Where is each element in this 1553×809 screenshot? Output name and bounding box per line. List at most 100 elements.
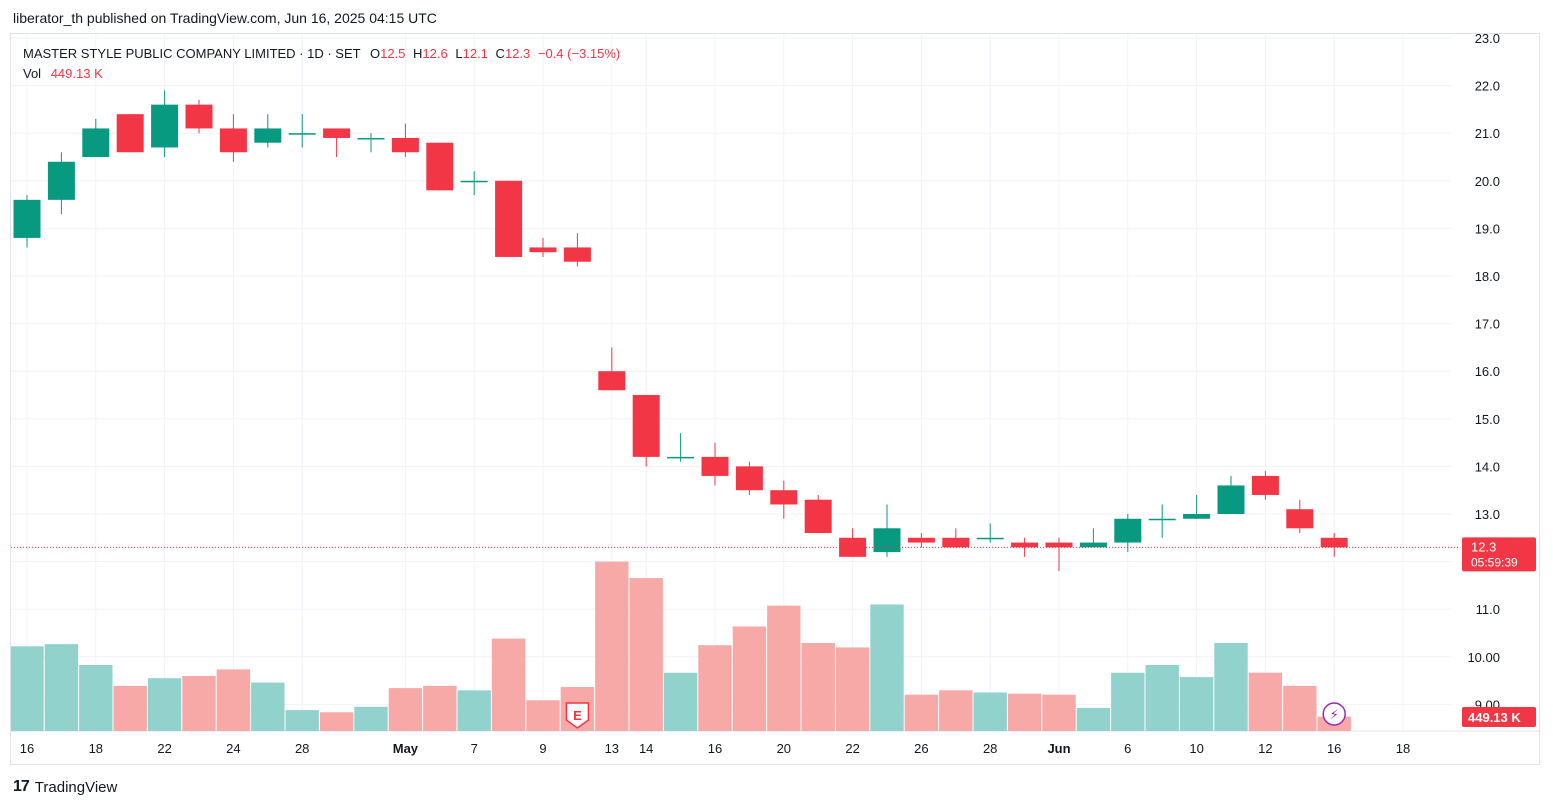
volume-bar	[354, 706, 388, 731]
published-caption: liberator_th published on TradingView.co…	[13, 10, 437, 26]
tradingview-footer[interactable]: 17 TradingView	[13, 778, 117, 796]
volume-bar	[182, 676, 216, 731]
x-tick-label: 13	[605, 741, 619, 756]
last-price-badge	[1462, 537, 1536, 572]
price-axis: 9.0010.0011.012.013.014.015.016.017.018.…	[1462, 34, 1536, 727]
candle-body	[116, 114, 144, 153]
volume-bar	[1111, 672, 1145, 731]
x-tick-label: May	[393, 741, 419, 756]
candle-body	[151, 104, 179, 148]
candle-body	[426, 142, 454, 191]
candle-body	[873, 528, 901, 553]
x-tick-label: 20	[777, 741, 791, 756]
volume-bar	[1076, 707, 1111, 731]
candle-body	[185, 104, 213, 129]
x-tick-label: 22	[157, 741, 171, 756]
legend-price-row: MASTER STYLE PUBLIC COMPANY LIMITED · 1D…	[23, 44, 620, 64]
chart-frame[interactable]: 9.0010.0011.012.013.014.015.016.017.018.…	[10, 33, 1541, 766]
dividend-marker-icon	[1322, 702, 1346, 726]
candlestick-chart[interactable]: 9.0010.0011.012.013.014.015.016.017.018.…	[11, 34, 1541, 766]
candle-body	[1286, 509, 1314, 529]
x-tick-label: 16	[20, 741, 34, 756]
earnings-marker-icon	[565, 702, 590, 729]
volume-bar	[526, 700, 560, 731]
y-tick-label: 20.0	[1475, 174, 1500, 189]
volume-bars	[11, 561, 1351, 731]
volume-bar	[216, 669, 251, 731]
volume-bar	[388, 688, 423, 731]
candle-body	[1183, 514, 1211, 519]
x-tick-label: 28	[983, 741, 997, 756]
x-tick-label: Jun	[1047, 741, 1070, 756]
candle-body	[701, 456, 729, 476]
candle-body	[460, 180, 488, 183]
candle-body	[219, 128, 247, 153]
last-price-label: 12.3	[1471, 539, 1496, 554]
candle-body	[1148, 518, 1176, 521]
candle-body	[1045, 542, 1073, 548]
x-tick-label: 10	[1189, 741, 1203, 756]
candle-body	[632, 395, 660, 457]
candle-body	[598, 371, 626, 391]
volume-bar	[732, 626, 767, 731]
x-tick-label: 14	[639, 741, 653, 756]
candle-body	[1251, 475, 1279, 495]
volume-label: Vol	[23, 66, 42, 81]
y-tick-label: 23.0	[1475, 34, 1500, 46]
candle-body	[13, 199, 41, 238]
volume-bar	[939, 690, 973, 731]
volume-bar	[595, 561, 629, 731]
y-tick-label: 16.0	[1475, 364, 1500, 379]
y-tick-label: 21.0	[1475, 126, 1500, 141]
volume-bar	[423, 685, 457, 731]
x-tick-label: 16	[708, 741, 722, 756]
candle-body	[1320, 537, 1348, 548]
candle-body	[976, 537, 1004, 540]
low-value: 12.1	[462, 46, 488, 61]
volume-bar	[79, 665, 113, 731]
candle-body	[288, 133, 316, 135]
volume-bar	[904, 694, 939, 731]
candle-body	[942, 537, 970, 548]
y-tick-label: 14.0	[1475, 459, 1500, 474]
y-tick-label: 10.00	[1467, 650, 1500, 665]
candle-body	[82, 128, 110, 157]
volume-bar	[1179, 677, 1214, 731]
volume-bar	[113, 685, 147, 731]
volume-bar	[1248, 672, 1283, 731]
y-tick-label: 17.0	[1475, 317, 1500, 332]
volume-bar	[457, 690, 491, 731]
volume-badge	[1462, 707, 1536, 727]
candle-body	[529, 247, 557, 253]
price-candles	[11, 90, 1459, 572]
change-value: −0.4 (−3.15%)	[537, 46, 621, 61]
close-label: C	[495, 46, 505, 61]
volume-badge-label: 449.13 K	[1468, 710, 1521, 725]
x-tick-label: 12	[1258, 741, 1272, 756]
candle-body	[804, 499, 832, 534]
candle-body	[907, 537, 935, 543]
volume-bar	[1007, 693, 1042, 731]
volume-bar	[698, 645, 732, 731]
volume-bar	[629, 578, 663, 731]
volume-bar	[147, 678, 182, 731]
x-tick-label: 16	[1327, 741, 1341, 756]
x-tick-label: 6	[1124, 741, 1131, 756]
candle-body	[47, 161, 75, 200]
candle-body	[495, 180, 523, 257]
candle-body	[563, 247, 591, 262]
symbol-label: MASTER STYLE PUBLIC COMPANY LIMITED · 1D…	[23, 46, 361, 61]
y-tick-label: 19.0	[1475, 221, 1500, 236]
low-label: L	[455, 46, 463, 61]
volume-bar	[973, 692, 1007, 731]
close-value: 12.3	[504, 46, 531, 61]
x-tick-label: 18	[1396, 741, 1410, 756]
volume-bar	[1283, 685, 1317, 731]
high-value: 12.6	[422, 46, 448, 61]
volume-bar	[319, 712, 354, 731]
time-axis: 16 18 22 24 28 May 7 9 13 14 16 20 22 26 28 Jun 6 10 12 16 1…	[20, 741, 1410, 756]
candle-body	[667, 456, 695, 459]
grid-lines	[11, 34, 1541, 732]
candle-body	[1114, 518, 1142, 543]
y-tick-label: 11.0	[1476, 602, 1500, 617]
